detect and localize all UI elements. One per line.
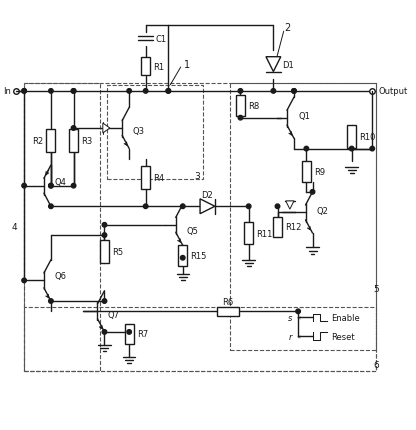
- Circle shape: [310, 190, 315, 195]
- Bar: [273, 217, 282, 238]
- Text: R9: R9: [314, 167, 325, 176]
- Text: R3: R3: [82, 137, 93, 145]
- Polygon shape: [266, 58, 281, 72]
- Circle shape: [102, 223, 107, 227]
- Text: R10: R10: [359, 132, 376, 141]
- Text: Q3: Q3: [132, 126, 144, 135]
- Text: Enable: Enable: [331, 313, 359, 322]
- Circle shape: [292, 89, 296, 94]
- Bar: [125, 324, 134, 344]
- Circle shape: [102, 233, 107, 238]
- Text: Q7: Q7: [108, 310, 120, 319]
- Text: Q5: Q5: [186, 227, 198, 236]
- Bar: [24, 83, 376, 371]
- Circle shape: [238, 116, 243, 121]
- Circle shape: [296, 309, 300, 314]
- Bar: [302, 162, 311, 182]
- Circle shape: [22, 279, 26, 283]
- Text: R8: R8: [248, 101, 260, 111]
- Polygon shape: [200, 200, 215, 214]
- Text: R15: R15: [191, 252, 207, 261]
- Circle shape: [292, 89, 296, 94]
- Bar: [230, 83, 376, 350]
- Circle shape: [71, 89, 76, 94]
- Bar: [141, 58, 150, 76]
- Bar: [141, 167, 150, 189]
- Text: 2: 2: [285, 23, 291, 33]
- Text: Q4: Q4: [54, 178, 66, 187]
- Text: R7: R7: [137, 330, 148, 339]
- Text: 5: 5: [373, 285, 379, 293]
- Bar: [236, 96, 245, 117]
- Circle shape: [370, 147, 374, 151]
- Circle shape: [166, 89, 171, 94]
- Polygon shape: [286, 201, 294, 210]
- Text: R6: R6: [223, 297, 234, 306]
- Text: 4: 4: [12, 223, 17, 232]
- Text: R4: R4: [154, 174, 165, 182]
- Circle shape: [49, 205, 53, 209]
- Text: C1: C1: [156, 34, 167, 43]
- Circle shape: [71, 126, 76, 131]
- Bar: [46, 130, 55, 152]
- Text: D2: D2: [202, 191, 213, 200]
- Text: R12: R12: [285, 223, 302, 232]
- Circle shape: [181, 205, 185, 209]
- Circle shape: [127, 89, 131, 94]
- Circle shape: [49, 299, 53, 304]
- Bar: [217, 307, 239, 316]
- Bar: [106, 86, 203, 180]
- Text: «: «: [296, 333, 300, 339]
- Text: 3: 3: [194, 172, 200, 181]
- Circle shape: [127, 330, 131, 335]
- Polygon shape: [103, 124, 110, 134]
- Text: Q6: Q6: [54, 271, 66, 280]
- Text: r: r: [288, 332, 292, 341]
- Circle shape: [71, 184, 76, 188]
- Text: Q2: Q2: [317, 206, 329, 215]
- Bar: [178, 246, 187, 266]
- Text: 1: 1: [184, 60, 190, 70]
- Bar: [100, 241, 109, 263]
- Text: D1: D1: [282, 61, 294, 70]
- Text: Output: Output: [379, 87, 408, 96]
- Bar: [244, 222, 253, 245]
- Circle shape: [49, 89, 53, 94]
- Circle shape: [102, 299, 107, 304]
- Text: s: s: [287, 313, 292, 322]
- Circle shape: [275, 205, 280, 209]
- Circle shape: [144, 205, 148, 209]
- Text: R2: R2: [32, 137, 43, 145]
- Circle shape: [49, 184, 53, 188]
- Bar: [24, 83, 100, 371]
- Circle shape: [271, 89, 276, 94]
- Text: Reset: Reset: [331, 332, 354, 341]
- Circle shape: [166, 89, 171, 94]
- Bar: [347, 126, 356, 148]
- Circle shape: [181, 256, 185, 261]
- Circle shape: [22, 184, 26, 188]
- Bar: [69, 130, 78, 152]
- Circle shape: [71, 89, 76, 94]
- Circle shape: [102, 330, 107, 335]
- Circle shape: [238, 89, 243, 94]
- Text: In: In: [2, 87, 10, 96]
- Circle shape: [144, 89, 148, 94]
- Circle shape: [304, 147, 309, 151]
- Circle shape: [22, 89, 26, 94]
- Text: «: «: [296, 315, 300, 321]
- Circle shape: [22, 89, 26, 94]
- Circle shape: [246, 205, 251, 209]
- Text: R11: R11: [257, 229, 273, 238]
- Text: Q1: Q1: [298, 112, 310, 121]
- Text: R5: R5: [112, 248, 124, 256]
- Circle shape: [349, 147, 354, 151]
- Text: R1: R1: [154, 62, 165, 71]
- Circle shape: [49, 184, 53, 188]
- Bar: [24, 307, 376, 371]
- Text: 6: 6: [373, 360, 379, 369]
